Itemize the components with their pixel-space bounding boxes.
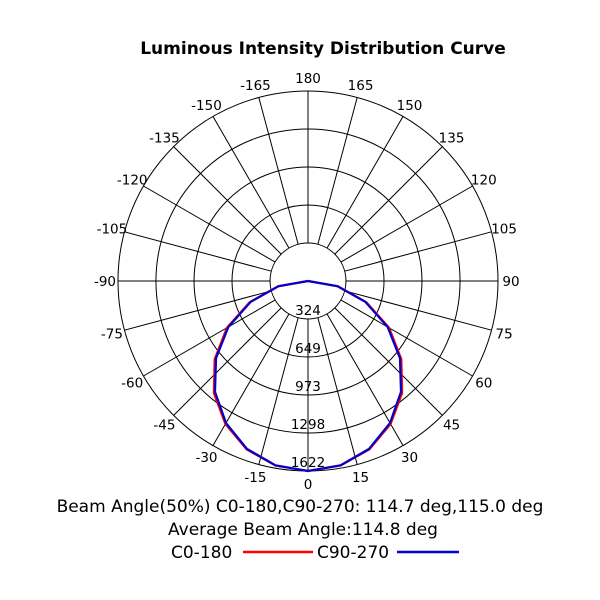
radial-label: 1298 xyxy=(291,417,325,433)
grid-spoke xyxy=(173,307,282,416)
grid-spoke xyxy=(143,185,276,263)
angle-label: 75 xyxy=(495,327,512,343)
radial-label: 649 xyxy=(295,341,321,357)
legend-label-c0-180: C0-180 xyxy=(171,543,232,563)
chart-title: Luminous Intensity Distribution Curve xyxy=(140,39,506,59)
angle-label: 15 xyxy=(352,470,369,486)
curve-c90-270 xyxy=(213,279,403,473)
grid-spoke xyxy=(340,185,473,263)
angle-label: 120 xyxy=(471,173,497,189)
grid-spoke xyxy=(344,231,492,272)
grid-spoke xyxy=(124,290,272,331)
radial-label: 1622 xyxy=(291,455,325,471)
legend: C0-180 C90-270 xyxy=(171,543,459,563)
grid-spoke xyxy=(340,299,473,377)
grid-spoke xyxy=(317,317,358,465)
angle-label: -75 xyxy=(101,327,123,343)
angle-label: -45 xyxy=(153,418,175,434)
angle-label: -135 xyxy=(149,130,180,146)
polar-grid xyxy=(117,90,499,472)
angle-label: 90 xyxy=(502,274,519,290)
grid-spoke xyxy=(326,116,404,249)
angle-label: 105 xyxy=(491,221,517,237)
angle-label: -120 xyxy=(117,173,148,189)
grid-spoke xyxy=(212,116,290,249)
grid-spoke xyxy=(124,231,272,272)
grid-spoke xyxy=(334,146,443,255)
grid-spoke xyxy=(317,97,358,245)
angle-label: -15 xyxy=(244,470,266,486)
angle-label: -90 xyxy=(94,274,116,290)
intensity-curves xyxy=(212,279,404,473)
angle-label: -60 xyxy=(121,376,143,392)
average-beam-angle-text: Average Beam Angle:114.8 deg xyxy=(168,520,438,540)
angle-label: 150 xyxy=(397,98,423,114)
angle-label: 45 xyxy=(443,418,460,434)
grid-spoke xyxy=(173,146,282,255)
radial-label: 324 xyxy=(295,303,321,319)
radial-label: 973 xyxy=(295,379,321,395)
angle-label: 135 xyxy=(439,130,465,146)
grid-spoke xyxy=(258,317,299,465)
beam-angle-text: Beam Angle(50%) C0-180,C90-270: 114.7 de… xyxy=(57,497,544,517)
grid-spoke xyxy=(143,299,276,377)
angle-label: 180 xyxy=(295,71,321,87)
grid-spoke xyxy=(334,307,443,416)
grid-spoke xyxy=(344,290,492,331)
legend-label-c90-270: C90-270 xyxy=(317,543,389,563)
angle-label: 60 xyxy=(475,376,492,392)
angle-label: -105 xyxy=(97,221,128,237)
angle-labels: 0 153045607590105120135150165180-165-150-… xyxy=(94,71,520,493)
grid-spoke xyxy=(258,97,299,245)
angle-label: 0 xyxy=(304,477,313,493)
angle-label: 30 xyxy=(401,450,418,466)
angle-label: -150 xyxy=(191,98,222,114)
angle-label: -165 xyxy=(240,78,271,94)
angle-label: -30 xyxy=(195,450,217,466)
angle-label: 165 xyxy=(348,78,374,94)
radial-labels: 324 649 973 1298 1622 xyxy=(291,303,325,471)
